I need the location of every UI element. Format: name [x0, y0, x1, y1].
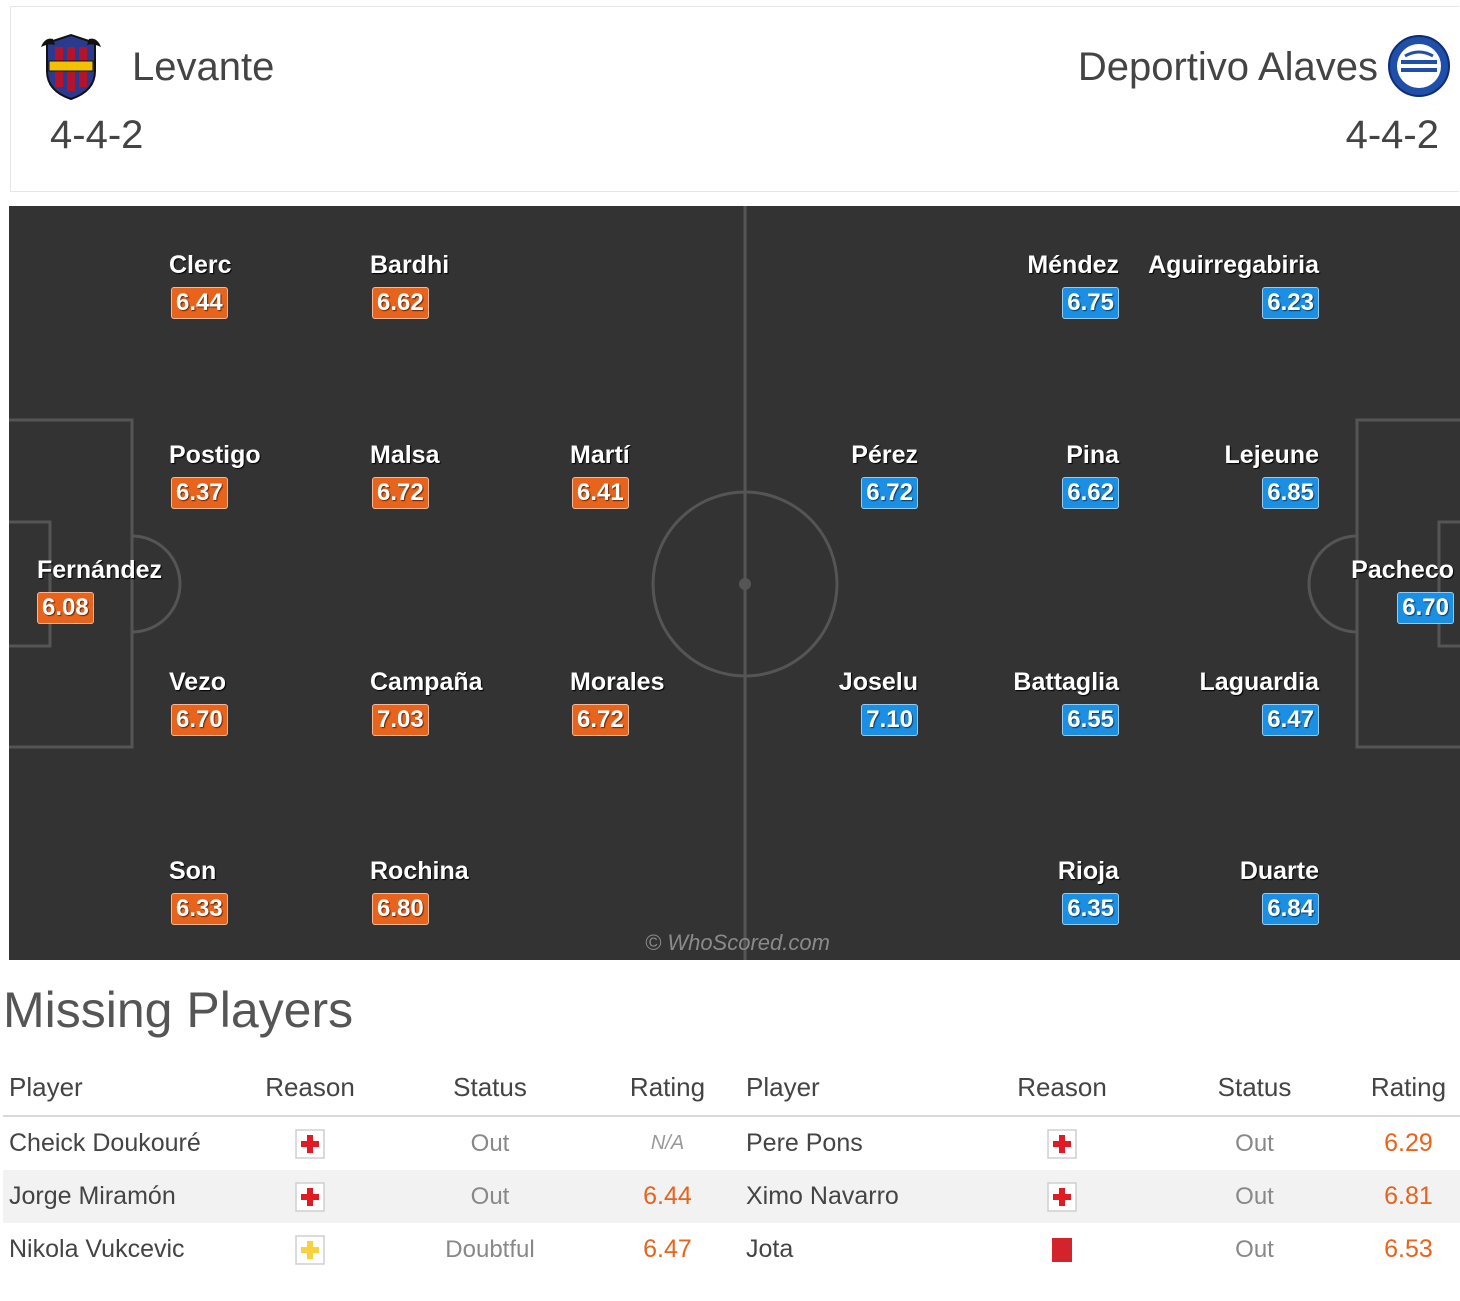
missing-player-status: Out	[385, 1170, 595, 1223]
levante-crest-icon	[41, 33, 101, 101]
player-rating-badge: 6.70	[171, 704, 228, 736]
player-rating-badge: 7.03	[372, 704, 429, 736]
player-name[interactable]: Campaña	[370, 668, 483, 696]
player-name[interactable]: Bardhi	[370, 251, 450, 279]
home-team-name[interactable]: Levante	[132, 45, 275, 89]
player-rating-badge: 6.37	[171, 477, 228, 509]
player-rating-badge: 6.23	[1262, 287, 1319, 319]
player-name[interactable]: Vezo	[169, 668, 226, 696]
missing-player-status: Out	[1152, 1170, 1357, 1223]
player-name[interactable]: Laguardia	[1199, 668, 1319, 696]
player-rating-badge: 6.33	[171, 893, 228, 925]
missing-player-name[interactable]: Ximo Navarro	[740, 1170, 972, 1223]
player-rating-badge: 6.72	[572, 704, 629, 736]
missing-player-status: Out	[1235, 1235, 1274, 1263]
missing-player-name[interactable]: Pere Pons	[746, 1129, 863, 1157]
player-rating-badge: 6.62	[1062, 477, 1119, 509]
player-rating-badge: 6.55	[1062, 704, 1119, 736]
red-card-icon	[1052, 1238, 1072, 1263]
player-name[interactable]: Pérez	[851, 441, 918, 469]
player-rating-badge: 6.47	[1262, 704, 1319, 736]
missing-player-reason	[972, 1170, 1152, 1223]
player-rating-badge: 6.72	[861, 477, 918, 509]
whoscored-watermark: © WhoScored.com	[645, 930, 830, 955]
player-rating-badge: 6.08	[37, 592, 94, 624]
away-team-name[interactable]: Deportivo Alaves	[1077, 45, 1378, 89]
missing-player-name[interactable]: Jota	[746, 1235, 794, 1263]
missing-player-name[interactable]: Nikola Vukcevic	[9, 1235, 185, 1263]
doubtful-cross-icon	[295, 1234, 325, 1265]
player-name[interactable]: Son	[169, 857, 217, 885]
table-row: Cheick Doukouré Out N/A Pere Pons Out 6.29	[3, 1116, 1460, 1170]
player-name[interactable]: Fernández	[37, 556, 163, 584]
home-formation: 4-4-2	[50, 113, 144, 157]
col-header-rating[interactable]: Rating	[595, 1060, 740, 1117]
missing-player-rating: 6.29	[1384, 1129, 1433, 1157]
player-rating-badge: 6.70	[1397, 592, 1454, 624]
col-header-status[interactable]: Status	[385, 1060, 595, 1117]
missing-player-status: Out	[470, 1129, 510, 1157]
player-name[interactable]: Rochina	[370, 857, 469, 885]
player-name[interactable]: Duarte	[1239, 857, 1319, 885]
player-name[interactable]: Pacheco	[1351, 556, 1454, 584]
col-header-rating[interactable]: Rating	[1357, 1060, 1460, 1117]
injury-cross-icon	[1047, 1128, 1077, 1159]
missing-player-reason	[235, 1223, 385, 1276]
alaves-crest-icon	[1388, 35, 1450, 97]
col-header-reason[interactable]: Reason	[972, 1060, 1152, 1117]
lineup-pitch: Fernández 6.08 Clerc 6.44 Postigo 6.37 Vezo 6.7…	[9, 206, 1460, 960]
col-header-player[interactable]: Player	[3, 1060, 235, 1117]
player-name[interactable]: Battaglia	[1013, 668, 1119, 696]
col-header-status[interactable]: Status	[1152, 1060, 1357, 1117]
player-rating-badge: 6.80	[372, 893, 429, 925]
player-rating-badge: 6.44	[171, 287, 228, 319]
player-name[interactable]: Aguirregabiria	[1148, 251, 1319, 279]
missing-player-reason	[235, 1170, 385, 1223]
player-name[interactable]: Méndez	[1027, 251, 1119, 279]
player-name[interactable]: Rioja	[1057, 857, 1119, 885]
missing-players-table: Player Reason Status Rating Player Reaso…	[3, 1060, 1460, 1276]
match-header: Levante 4-4-2 Deportivo Alaves 4-4-2	[10, 6, 1459, 192]
player-rating-badge: 6.85	[1262, 477, 1319, 509]
missing-player-rating: 6.47	[643, 1235, 692, 1263]
player-rating-badge: 7.10	[861, 704, 918, 736]
missing-player-rating: 6.44	[595, 1170, 740, 1223]
player-rating-badge: 6.62	[372, 287, 429, 319]
pitch-markings	[9, 206, 1460, 960]
player-name[interactable]: Postigo	[169, 441, 261, 469]
missing-player-rating: N/A	[650, 1132, 685, 1154]
player-rating-badge: 6.84	[1262, 893, 1319, 925]
missing-players-title: Missing Players	[3, 982, 354, 1038]
player-name[interactable]: Lejeune	[1224, 441, 1319, 469]
missing-player-rating: 6.53	[1384, 1235, 1433, 1263]
player-rating-badge: 6.75	[1062, 287, 1119, 319]
missing-player-status: Out	[1235, 1129, 1274, 1157]
away-formation: 4-4-2	[1345, 113, 1439, 157]
missing-player-reason	[972, 1223, 1152, 1276]
table-row: Nikola Vukcevic Doubtful 6.47 Jota Out 6.53	[3, 1223, 1460, 1276]
player-name[interactable]: Martí	[570, 441, 630, 469]
player-name[interactable]: Morales	[570, 668, 665, 696]
player-name[interactable]: Malsa	[370, 441, 440, 469]
missing-player-reason	[972, 1116, 1152, 1170]
player-rating-badge: 6.72	[372, 477, 429, 509]
player-name[interactable]: Joselu	[838, 668, 918, 696]
injury-cross-icon	[295, 1128, 325, 1159]
player-name[interactable]: Clerc	[169, 251, 232, 279]
injury-cross-icon	[1047, 1181, 1077, 1212]
col-header-reason[interactable]: Reason	[235, 1060, 385, 1117]
table-header-row: Player Reason Status Rating Player Reaso…	[3, 1060, 1460, 1117]
player-rating-badge: 6.35	[1062, 893, 1119, 925]
injury-cross-icon	[295, 1181, 325, 1212]
missing-player-status: Doubtful	[445, 1235, 535, 1263]
table-row: Jorge Miramón Out 6.44 Ximo Navarro Out 6.81	[3, 1170, 1460, 1223]
missing-player-name[interactable]: Cheick Doukouré	[9, 1129, 201, 1157]
col-header-player[interactable]: Player	[740, 1060, 972, 1117]
player-rating-badge: 6.41	[572, 477, 629, 509]
missing-player-reason	[235, 1116, 385, 1170]
missing-player-name[interactable]: Jorge Miramón	[3, 1170, 235, 1223]
missing-player-rating: 6.81	[1357, 1170, 1460, 1223]
player-name[interactable]: Pina	[1066, 441, 1119, 469]
